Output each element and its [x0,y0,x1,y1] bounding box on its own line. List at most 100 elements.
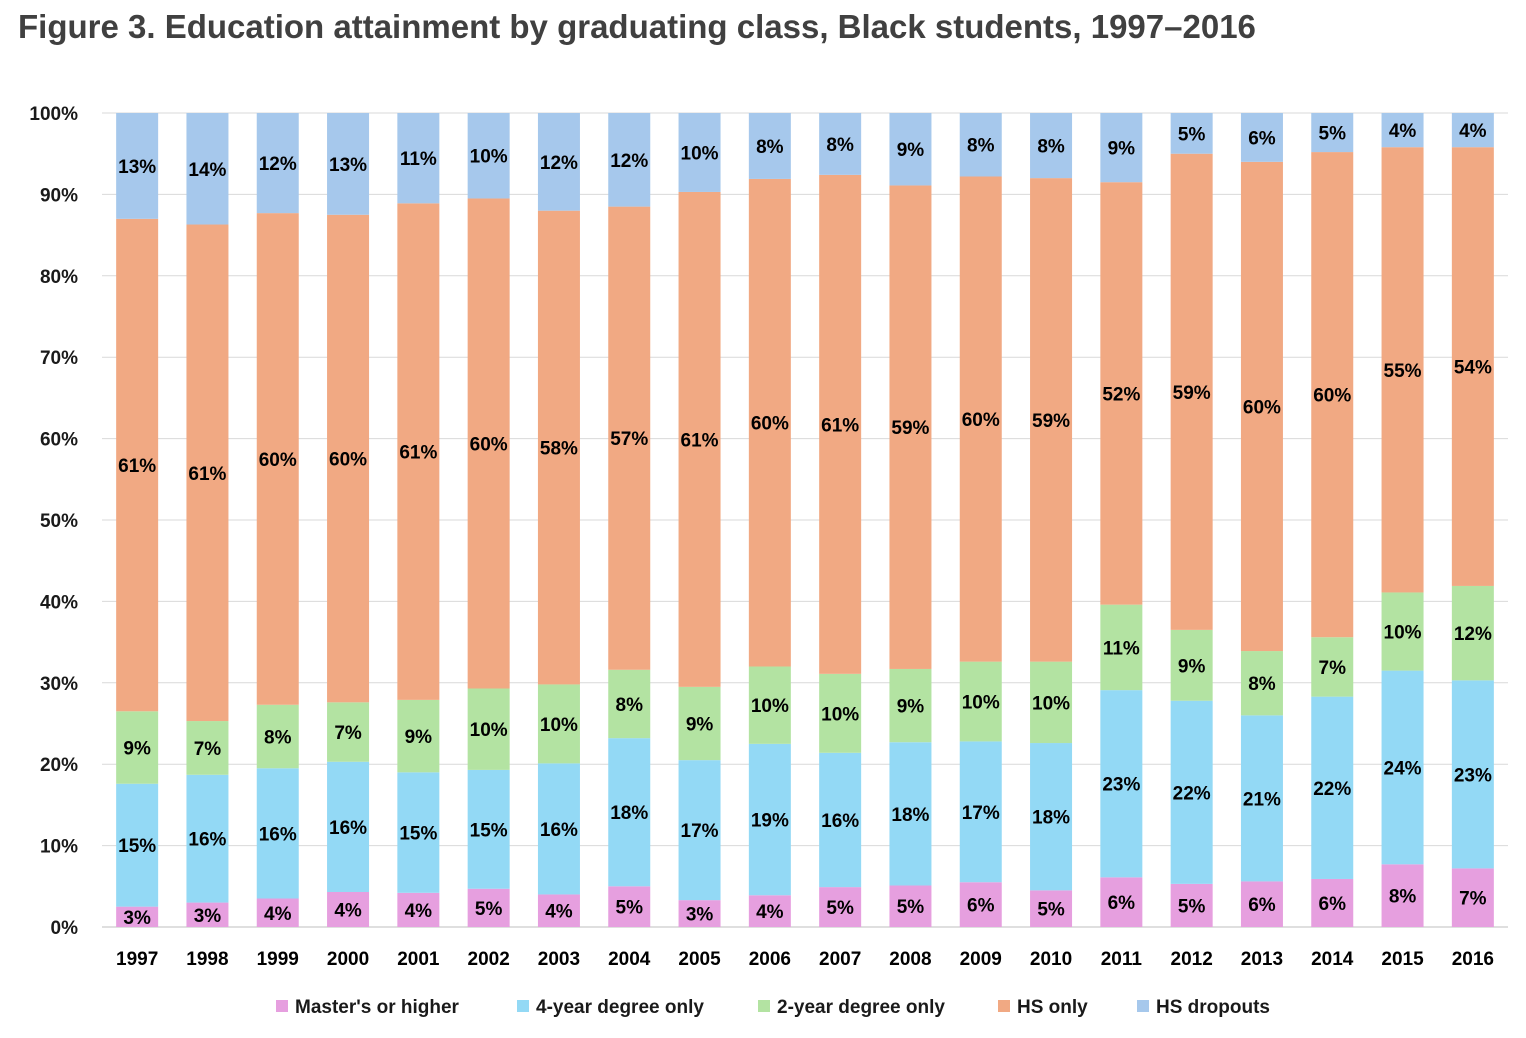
bar-segment [397,203,440,700]
data-label: 60% [329,450,367,471]
data-label: 10% [1032,693,1070,714]
bar-segment [1311,113,1354,153]
bar-segment [678,760,721,901]
legend-label: HS only [1017,997,1088,1018]
data-label: 15% [118,836,156,857]
data-label: 22% [1173,783,1211,804]
data-label: 7% [194,739,222,760]
bar-segment [1381,147,1424,593]
bar-segment [1451,680,1494,869]
data-label: 11% [1103,638,1140,659]
bar-segment [116,113,159,219]
data-label: 14% [188,160,226,181]
bar-segment [748,895,791,927]
y-tick-label: 90% [40,185,78,206]
x-tick-label: 2012 [1171,949,1213,970]
bar-segment [116,783,159,907]
bar-segment [397,772,440,893]
bar-segment [1030,178,1073,662]
bar-segment [889,885,932,927]
data-label: 3% [123,908,151,929]
bar-segment [1451,147,1494,586]
bar-segment [256,704,299,769]
y-tick-label: 70% [40,348,78,369]
bar-segment [397,892,440,927]
bar-segment [1170,700,1213,884]
data-label: 4% [756,902,784,923]
bar-segment [186,774,229,903]
bar-segment [116,711,159,784]
x-tick-label: 2011 [1101,949,1143,970]
bar-segment [1240,113,1283,162]
bar-segment [186,224,229,722]
data-label: 24% [1384,758,1422,779]
data-label: 6% [1108,893,1136,914]
bar-segment [186,902,229,927]
x-tick-label: 2002 [468,949,510,970]
y-tick-label: 30% [40,674,78,695]
bars [116,113,1494,927]
legend-label: 2-year degree only [777,997,945,1018]
y-axis: 0% 10% 20% 30% 40% 50% 60% 70% 80% 90% 100% [29,104,78,939]
x-tick-label: 2001 [397,949,440,970]
data-label: 5% [1037,900,1065,921]
data-label: 9% [123,739,151,760]
bar-segment [889,185,932,669]
bar-segment [256,898,299,927]
bar-segment [819,752,862,888]
data-label: 9% [686,715,714,736]
data-label: 5% [1178,124,1206,145]
bar-segment [748,113,791,179]
data-label: 6% [967,896,995,917]
legend-swatch [998,1000,1010,1012]
bar-segment [1100,690,1143,878]
data-label: 8% [616,695,644,716]
data-label: 10% [962,693,1000,714]
data-label: 3% [686,905,714,926]
data-label: 5% [475,899,503,920]
bar-segment [608,886,651,927]
data-label: 8% [1248,674,1276,695]
bar-segment [186,113,229,225]
bar-segment [959,882,1002,927]
data-label: 61% [681,430,719,451]
x-tick-label: 2010 [1030,949,1072,970]
bar-segment [1100,604,1143,691]
bar-segment [467,888,510,927]
data-label: 21% [1243,789,1281,810]
x-tick-label: 2014 [1311,949,1354,970]
data-label: 4% [1389,121,1417,142]
data-label: 12% [1454,624,1492,645]
bar-segment [327,761,370,892]
x-tick-label: 2005 [678,949,721,970]
bar-segment [889,113,932,186]
x-tick-label: 2008 [889,949,931,970]
data-label: 6% [1248,895,1276,916]
data-label: 8% [756,137,784,158]
data-label: 16% [540,820,578,841]
data-label: 59% [1032,411,1070,432]
data-label: 8% [826,135,854,156]
data-label: 18% [1032,808,1070,829]
data-label: 59% [891,418,929,439]
bar-segment [1030,661,1073,744]
bar-segment [1451,868,1494,927]
x-tick-label: 2013 [1241,949,1283,970]
x-tick-label: 2004 [608,949,651,970]
bar-segment [1100,877,1143,927]
data-label: 6% [1248,128,1276,149]
data-label: 60% [962,410,1000,431]
data-label: 18% [891,805,929,826]
bar-segment [1240,651,1283,716]
data-label: 60% [1313,386,1351,407]
bar-segment [1030,890,1073,927]
y-tick-label: 40% [40,592,78,613]
bar-segment [608,113,651,207]
data-label: 19% [751,811,789,832]
x-tick-label: 2006 [749,949,791,970]
bar-segment [397,699,440,773]
bar-segment [608,738,651,887]
data-label: 5% [826,898,854,919]
bar-segment [467,113,510,199]
